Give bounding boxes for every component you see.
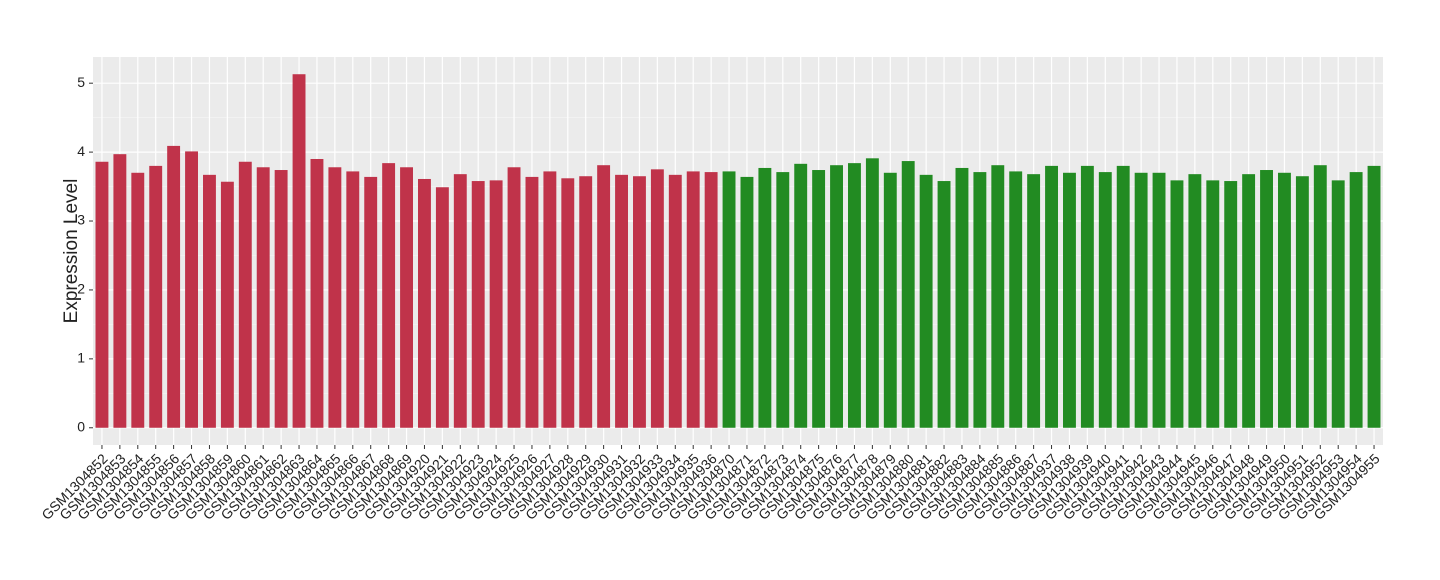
bar <box>328 167 342 428</box>
bar <box>1063 172 1076 428</box>
bar <box>812 170 826 428</box>
bar <box>489 180 503 428</box>
bar <box>1242 174 1256 428</box>
bar <box>274 170 288 428</box>
bar <box>185 151 198 428</box>
bar <box>561 178 575 428</box>
bar <box>507 167 521 428</box>
bar <box>919 174 933 428</box>
bar <box>1188 174 1202 428</box>
bar <box>1331 180 1345 428</box>
bar <box>113 154 127 428</box>
plot-panel <box>93 57 1383 445</box>
bar <box>650 169 664 428</box>
bar <box>131 172 145 428</box>
bar <box>579 176 593 428</box>
bar <box>704 172 718 428</box>
bar <box>256 167 270 428</box>
bar <box>418 178 431 428</box>
y-tick-label: 0 <box>77 418 85 434</box>
bar <box>1224 181 1238 428</box>
bar <box>1009 171 1023 428</box>
bar <box>292 74 306 428</box>
bar <box>901 161 915 428</box>
bar <box>1045 165 1058 428</box>
bar <box>1278 172 1291 428</box>
bar <box>1367 165 1381 428</box>
bar <box>668 174 682 428</box>
bar <box>525 176 539 428</box>
bar <box>203 174 216 428</box>
bar <box>453 174 467 428</box>
bar <box>633 176 646 428</box>
bar <box>740 176 754 428</box>
y-tick-label: 2 <box>77 281 85 297</box>
bar <box>776 172 790 428</box>
bar <box>848 163 861 428</box>
bar <box>149 165 163 428</box>
bar <box>95 161 109 428</box>
bar <box>364 176 378 428</box>
bar <box>1206 180 1220 428</box>
bar <box>794 163 808 428</box>
bar <box>220 181 234 428</box>
bar <box>1295 176 1309 428</box>
bar <box>758 167 772 428</box>
bar <box>955 167 969 428</box>
bar <box>346 171 360 428</box>
bar <box>883 172 897 428</box>
bar <box>722 171 736 428</box>
bar <box>1080 165 1094 428</box>
bar <box>1349 172 1363 428</box>
y-axis-title: Expression Level <box>61 179 82 324</box>
bar <box>830 165 843 428</box>
bar <box>435 187 449 428</box>
y-tick-label: 3 <box>77 212 85 228</box>
bar <box>382 163 396 428</box>
y-tick-label: 1 <box>77 350 85 366</box>
bar <box>1134 172 1148 428</box>
bar <box>543 171 557 428</box>
bar <box>597 165 611 428</box>
bar <box>1098 172 1112 428</box>
bar <box>973 172 987 428</box>
bar <box>1152 172 1166 428</box>
bar <box>167 145 181 428</box>
bar <box>471 181 485 428</box>
bar <box>1313 165 1327 428</box>
bar <box>991 165 1005 428</box>
bar <box>1170 180 1184 428</box>
bar <box>937 181 951 428</box>
y-tick-label: 5 <box>77 74 85 90</box>
bar <box>238 161 252 428</box>
bar <box>865 158 879 428</box>
bar <box>615 174 628 428</box>
bar <box>1116 165 1130 428</box>
bar <box>400 167 413 428</box>
bar <box>1027 174 1041 428</box>
bar <box>310 158 324 428</box>
bar <box>686 171 700 428</box>
bar <box>1260 170 1273 428</box>
y-tick-label: 4 <box>77 143 85 159</box>
